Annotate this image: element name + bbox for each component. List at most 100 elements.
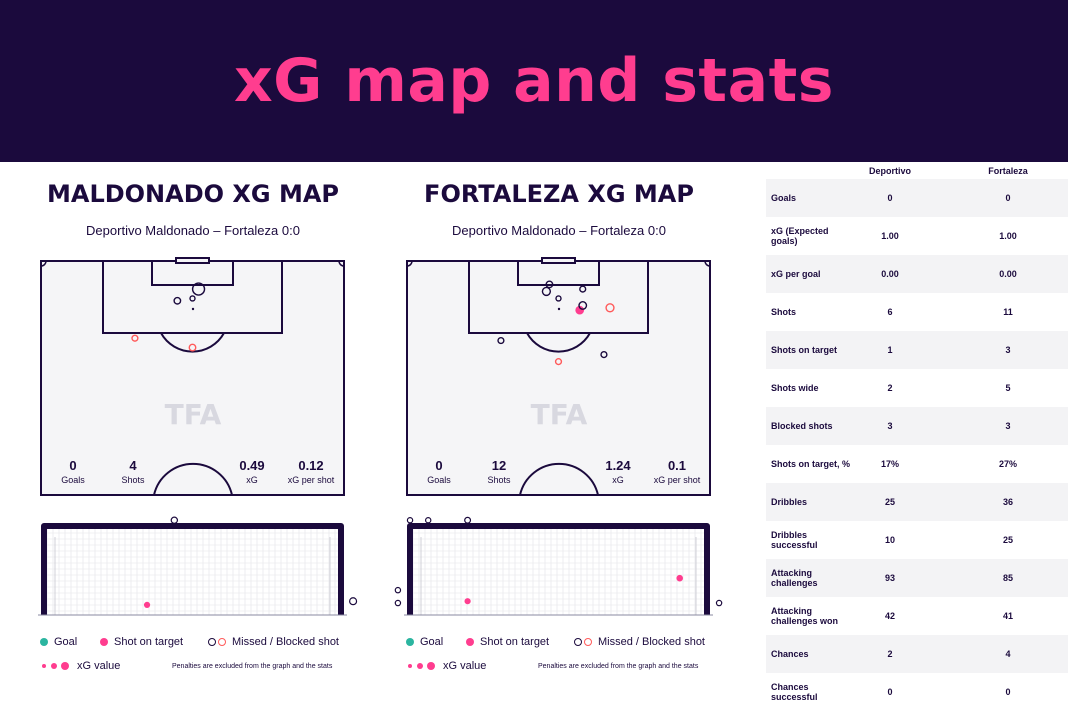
row-label: Dribbles successful xyxy=(771,530,818,550)
row-value-home: 17% xyxy=(880,459,899,469)
row-label: xG (Expected goals) xyxy=(771,226,829,246)
shot-marker xyxy=(578,301,588,310)
table-row: Blocked shots 3 3 xyxy=(766,407,1068,445)
shot-marker xyxy=(189,295,196,302)
xg-map-chart: TFA xyxy=(394,257,723,616)
shot-marker xyxy=(497,336,505,345)
stat-xg-per-shot: 0.1 xG per shot xyxy=(653,458,701,485)
table-row: Chances 2 4 xyxy=(766,635,1068,673)
pitch-outline xyxy=(406,260,711,496)
corner-arc xyxy=(40,260,47,267)
goal-shot-marker xyxy=(464,598,471,605)
row-label: Shots on target xyxy=(771,345,838,355)
goal-mouth xyxy=(175,257,210,264)
match-stats-table: Deportivo Fortaleza Goals 0 0 xG (Expected … xyxy=(766,162,1068,712)
penalty-arc xyxy=(526,332,591,353)
legend-note: Penalties are excluded from the graph an… xyxy=(172,663,333,670)
xg-map-chart: TFA xyxy=(38,257,358,616)
row-value-away: 5 xyxy=(1005,383,1011,393)
penalty-spot xyxy=(557,307,561,311)
stat-goals: 0 Goals xyxy=(61,458,85,485)
shot-marker xyxy=(541,286,552,297)
row-value-home: 2 xyxy=(887,649,893,659)
row-label: Shots xyxy=(771,307,797,317)
stat-xg: 1.24 xG xyxy=(605,458,631,485)
row-value-home: 0 xyxy=(887,687,893,697)
page-title: xG map and stats xyxy=(233,46,834,116)
goal-frame xyxy=(38,523,347,616)
row-value-home: 2 xyxy=(887,383,893,393)
stat-xg: 0.49 xG xyxy=(239,458,265,485)
table-row: Chances successful 0 0 xyxy=(766,673,1068,711)
row-value-home: 0 xyxy=(887,193,893,203)
shot-marker xyxy=(554,358,563,366)
row-value-away: 4 xyxy=(1005,649,1011,659)
chart-legend: Goal Shot on target Missed / Blocked sho… xyxy=(374,634,744,694)
table-row: Shots wide 2 5 xyxy=(766,369,1068,407)
goal-shot-marker xyxy=(424,517,432,524)
stat-shots: 4 Shots xyxy=(121,458,145,485)
legend-on-target: Shot on target xyxy=(100,636,183,648)
panel-title: FORTALEZA XG MAP xyxy=(424,180,694,208)
row-value-home: 10 xyxy=(884,535,895,545)
row-value-home: 1 xyxy=(887,345,893,355)
stat-shots: 12 Shots xyxy=(487,458,511,485)
legend-xg-value: xG value xyxy=(42,660,120,672)
column-away: Fortaleza xyxy=(988,166,1028,176)
table-row: Shots 6 11 xyxy=(766,293,1068,331)
goal-shot-marker xyxy=(143,601,151,608)
table-row: Dribbles 25 36 xyxy=(766,483,1068,521)
goal-shot-marker xyxy=(406,517,414,524)
corner-arc xyxy=(704,260,711,267)
row-value-home: 3 xyxy=(887,421,893,431)
row-value-away: 41 xyxy=(1002,611,1013,621)
row-value-away: 3 xyxy=(1005,421,1011,431)
watermark-logo: TFA xyxy=(165,398,222,431)
legend-on-target: Shot on target xyxy=(466,636,549,648)
centre-circle xyxy=(519,462,599,496)
legend-note: Penalties are excluded from the graph an… xyxy=(538,663,699,670)
goal-shot-marker xyxy=(349,597,358,606)
table-row: xG (Expected goals) 1.00 1.00 xyxy=(766,217,1068,255)
legend-xg-value: xG value xyxy=(408,660,486,672)
row-value-away: 25 xyxy=(1002,535,1013,545)
row-label: Attacking challenges xyxy=(771,568,818,588)
match-subtitle: Deportivo Maldonado – Fortaleza 0:0 xyxy=(452,223,666,238)
row-label: Chances successful xyxy=(771,682,818,702)
header-banner: xG map and stats xyxy=(0,0,1068,162)
row-value-away: 0 xyxy=(1005,193,1011,203)
stat-goals: 0 Goals xyxy=(427,458,451,485)
row-value-away: 1.00 xyxy=(999,231,1017,241)
shot-marker xyxy=(605,303,615,313)
table-header: Deportivo Fortaleza xyxy=(766,162,1068,180)
match-subtitle: Deportivo Maldonado – Fortaleza 0:0 xyxy=(86,223,300,238)
shot-marker xyxy=(575,305,585,315)
table-row: Goals 0 0 xyxy=(766,179,1068,217)
shot-marker xyxy=(545,280,554,289)
panel-title: MALDONADO XG MAP xyxy=(46,180,340,208)
column-home: Deportivo xyxy=(868,166,911,176)
legend-missed: Missed / Blocked shot xyxy=(574,636,705,648)
table-row: Shots on target, % 17% 27% xyxy=(766,445,1068,483)
shot-marker xyxy=(555,295,562,302)
watermark-logo: TFA xyxy=(531,398,588,431)
legend-missed: Missed / Blocked shot xyxy=(208,636,339,648)
row-value-home: 6 xyxy=(887,307,893,317)
row-label: Attacking challenges won xyxy=(771,606,839,626)
chart-legend: Goal Shot on target Missed / Blocked sho… xyxy=(8,634,378,694)
goal-shot-marker xyxy=(715,599,723,607)
goal-shot-marker xyxy=(676,574,683,582)
shot-marker xyxy=(131,334,139,342)
row-value-away: 85 xyxy=(1002,573,1013,583)
shot-marker xyxy=(191,282,206,296)
row-label: Blocked shots xyxy=(771,421,833,431)
row-label: Goals xyxy=(771,193,797,203)
row-label: Chances xyxy=(771,649,809,659)
fortaleza-xg-panel: FORTALEZA XG MAP Deportivo Maldonado – F… xyxy=(374,162,744,712)
corner-arc xyxy=(406,260,413,267)
legend-goal: Goal xyxy=(40,636,77,648)
table-row: Attacking challenges 93 85 xyxy=(766,559,1068,597)
centre-circle xyxy=(153,462,233,496)
goal-mouth xyxy=(541,257,576,264)
stat-xg-per-shot: 0.12 xG per shot xyxy=(287,458,335,485)
